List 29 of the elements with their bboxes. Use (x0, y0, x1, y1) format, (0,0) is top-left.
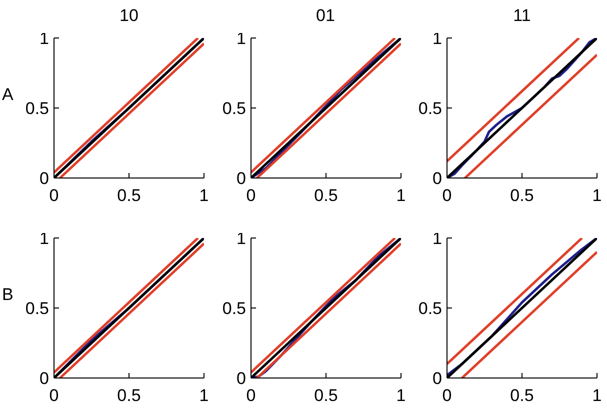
x-tick-label: 1 (199, 386, 209, 406)
y-tick-label: 0.5 (222, 299, 246, 318)
y-tick-label: 0 (432, 369, 442, 388)
x-tick-label: 1 (592, 386, 602, 406)
y-tick-label: 0 (236, 369, 246, 388)
x-tick-label: 0.5 (510, 386, 534, 406)
y-tick-label: 0.5 (25, 99, 49, 118)
y-tick-label: 0 (432, 169, 442, 188)
y-tick-label: 0.5 (418, 99, 442, 118)
x-tick-label: 1 (396, 186, 406, 206)
x-tick-label: 1 (396, 386, 406, 406)
y-tick-label: 0 (236, 169, 246, 188)
x-tick-label: 0.5 (117, 186, 141, 206)
x-tick-label: 1 (199, 186, 209, 206)
x-tick-label: 1 (592, 186, 602, 206)
chart-title: 11 (512, 6, 532, 26)
x-tick-label: 0.5 (510, 186, 534, 206)
y-tick-label: 0 (40, 169, 49, 188)
y-axis-title: B (2, 285, 14, 305)
y-tick-label: 0.5 (25, 299, 49, 318)
x-tick-label: 0.5 (117, 386, 141, 406)
chart-title: 10 (118, 6, 140, 26)
y-tick-label: 0.5 (222, 99, 246, 118)
x-tick-label: 0.5 (314, 186, 338, 206)
y-tick-label: 0.5 (418, 299, 442, 318)
chart-title: 01 (315, 6, 336, 26)
y-axis-title: A (2, 85, 14, 105)
x-tick-label: 0.5 (314, 386, 338, 406)
y-tick-label: 0 (40, 369, 49, 388)
